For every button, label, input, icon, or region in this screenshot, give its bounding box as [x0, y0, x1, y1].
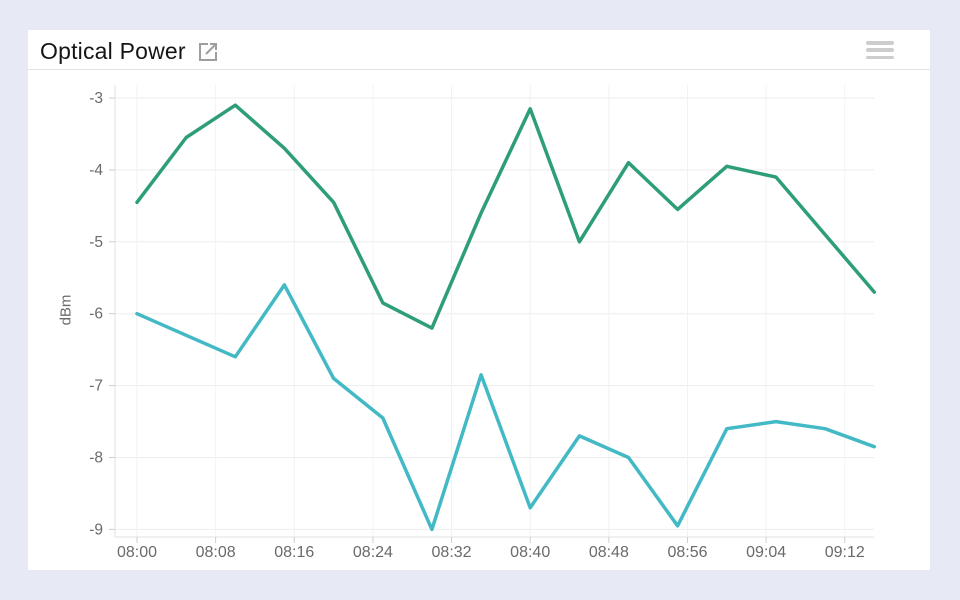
widget-header: Optical Power [28, 30, 930, 70]
widget-title: Optical Power [40, 38, 186, 64]
x-tick-label: 08:40 [510, 544, 550, 561]
x-tick-label: 08:56 [667, 544, 707, 561]
x-tick-label: 08:24 [353, 544, 393, 561]
y-tick-label: -8 [89, 450, 103, 467]
x-tick-label: 08:16 [274, 544, 314, 561]
series-line-cyan [135, 283, 877, 532]
x-tick-label: 08:32 [432, 544, 472, 561]
y-tick-label: -6 [89, 306, 103, 323]
hamburger-bar [866, 41, 894, 45]
x-tick-label: 09:12 [825, 544, 865, 561]
hamburger-bar [866, 55, 894, 59]
x-tick-label: 08:08 [196, 544, 236, 561]
y-tick-label: -9 [89, 521, 103, 538]
external-link-icon[interactable] [196, 40, 220, 64]
x-tick-label: 08:00 [117, 544, 157, 561]
y-tick-label: -7 [89, 378, 103, 395]
optical-power-widget: Optical Power [28, 30, 930, 570]
x-tick-label: 08:48 [589, 544, 629, 561]
x-tick-label: 09:04 [746, 544, 786, 561]
y-tick-label: -5 [89, 234, 103, 251]
y-tick-label: -4 [89, 162, 103, 179]
y-axis-title: dBm [57, 294, 75, 326]
hamburger-menu-icon[interactable] [866, 41, 894, 59]
y-tick-label: -3 [89, 90, 103, 107]
hamburger-bar [866, 48, 894, 52]
series-line-green [135, 103, 877, 330]
